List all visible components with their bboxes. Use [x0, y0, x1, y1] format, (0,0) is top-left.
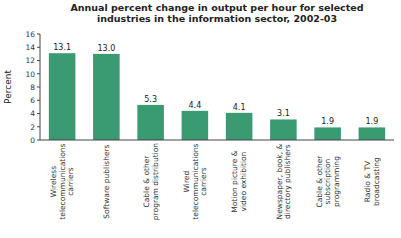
y-tick	[37, 126, 40, 127]
x-tick-label: Radio & TVbroadcasting	[363, 157, 381, 206]
y-tick	[37, 87, 40, 88]
bar	[49, 53, 76, 140]
y-tick-label: 14	[25, 43, 35, 52]
y-tick-label: 0	[30, 136, 35, 145]
bar	[314, 127, 341, 140]
y-tick-label: 6	[30, 96, 35, 105]
y-tick	[37, 34, 40, 35]
y-tick-label: 4	[30, 109, 35, 118]
x-tick-label: Cable & otherprogram distribution	[142, 143, 160, 220]
y-tick-label: 2	[30, 123, 35, 132]
bar	[182, 111, 209, 140]
data-label: 1.9	[321, 117, 334, 126]
y-tick-label: 16	[25, 30, 35, 39]
bar	[137, 105, 164, 140]
x-axis	[40, 140, 394, 141]
x-tick-label: Software publishers	[102, 144, 111, 218]
data-label: 1.9	[366, 117, 379, 126]
title: Annual percent change in output per hour…	[70, 2, 363, 24]
chart: Annual percent change in output per hour…	[0, 0, 401, 238]
y-tick-label: 12	[25, 56, 35, 65]
x-tick-label: Newspaper, book, &directory publishers	[275, 144, 293, 220]
x-tick-label: Motion picture &video exhibition	[230, 150, 248, 212]
data-label: 13.0	[97, 44, 115, 53]
data-label: 4.4	[189, 101, 202, 110]
x-tick-label: Wiredtelecommunicationscarriers	[182, 143, 208, 219]
y-tick	[37, 60, 40, 61]
x-tick-label: Wirelesstelecommunicationscarriers	[49, 143, 75, 219]
data-label: 5.3	[144, 95, 157, 104]
y-tick-label: 10	[25, 70, 35, 79]
bar	[93, 54, 120, 140]
y-tick	[37, 113, 40, 114]
bar	[226, 113, 253, 140]
y-tick-label: 8	[30, 83, 35, 92]
y-tick	[37, 100, 40, 101]
y-tick	[37, 73, 40, 74]
y-tick	[37, 47, 40, 48]
data-label: 4.1	[233, 103, 246, 112]
y-axis-label: Percent	[3, 70, 13, 104]
data-label: 13.1	[53, 43, 71, 52]
bar	[359, 127, 386, 140]
data-label: 3.1	[277, 109, 290, 118]
y-tick	[37, 140, 40, 141]
bars	[49, 53, 385, 140]
bar	[270, 119, 297, 140]
x-tick-label: Cable & othersubscriptionprogramming	[315, 155, 341, 208]
